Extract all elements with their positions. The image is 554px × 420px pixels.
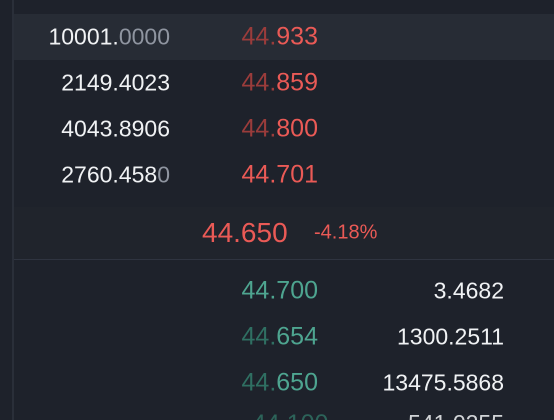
ask-price: 44.701 xyxy=(241,160,318,189)
bid-row[interactable]: 44.700 3.4682 xyxy=(14,268,554,314)
last-price: 44.650 xyxy=(202,217,288,248)
bid-amount: 1300.2511 xyxy=(396,323,504,350)
bid-price: 44.700 xyxy=(241,276,318,305)
ask-row[interactable]: 2760.4580 44.701 xyxy=(14,152,554,198)
bid-row[interactable]: 44.650 13475.5868 xyxy=(14,360,554,406)
mid-divider xyxy=(14,259,554,260)
ask-price: 44.800 xyxy=(241,114,318,143)
panel-left-border xyxy=(12,0,14,420)
bid-price: 44.654 xyxy=(241,322,318,351)
ask-row[interactable]: 4043.8906 44.800 xyxy=(14,106,554,152)
bid-row-partial[interactable]: 44.100 541.0255 xyxy=(14,410,554,420)
ask-price: 44.859 xyxy=(241,68,318,97)
price-change-percent: -4.18% xyxy=(314,221,378,244)
bid-row[interactable]: 44.654 1300.2511 xyxy=(14,314,554,360)
ask-row[interactable]: 10001.0000 44.933 xyxy=(14,14,554,60)
ask-amount: 2149.4023 xyxy=(61,69,170,96)
ask-amount: 4043.8906 xyxy=(61,115,170,142)
bid-price: 44.650 xyxy=(241,368,318,397)
bid-price: 44.100 xyxy=(252,410,328,420)
bid-amount: 3.4682 xyxy=(433,277,504,304)
last-price-band[interactable]: 44.650 -4.18% xyxy=(14,207,554,259)
ask-amount: 10001.0000 xyxy=(48,23,170,50)
ask-row[interactable]: 2149.4023 44.859 xyxy=(14,60,554,106)
bid-amount: 13475.5868 xyxy=(382,369,504,396)
ask-amount: 2760.4580 xyxy=(61,161,170,188)
bid-amount: 541.0255 xyxy=(408,410,504,420)
ask-price: 44.933 xyxy=(241,22,318,51)
